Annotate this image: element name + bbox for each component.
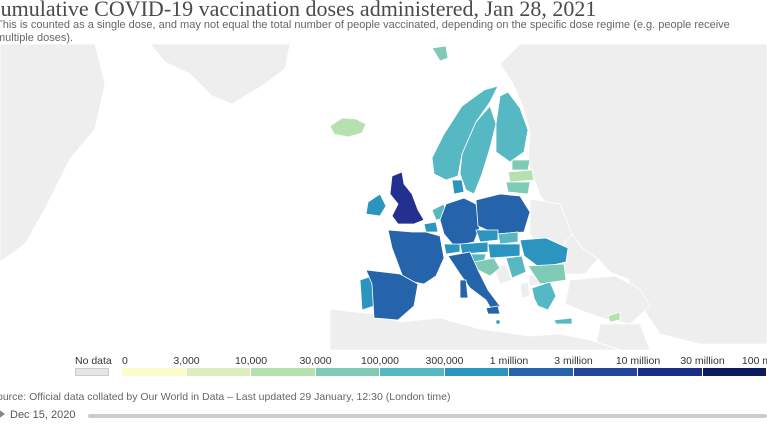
legend-tick-label: 100 million [741, 355, 767, 367]
country-romania[interactable] [519, 237, 569, 269]
country-latvia[interactable] [507, 169, 535, 183]
country-malta[interactable] [495, 319, 501, 325]
country-switzerland[interactable] [443, 243, 461, 255]
legend-color-swatch[interactable] [638, 368, 702, 376]
chart-subtitle: This is counted as a single dose, and ma… [0, 19, 730, 44]
country-ireland[interactable] [365, 193, 387, 217]
legend-tick-label: 0 [122, 355, 128, 367]
country-poland[interactable] [475, 193, 531, 235]
country-lithuania[interactable] [505, 181, 531, 195]
legend-tick-label: 3 million [554, 355, 593, 367]
country-faroe[interactable] [431, 45, 449, 62]
legend-color-swatch[interactable] [186, 368, 250, 376]
legend-tick-label: 300,000 [425, 355, 464, 367]
legend-tick-label: 10,000 [234, 355, 268, 367]
country-sardinia[interactable] [459, 279, 469, 299]
legend-tick-label: 100,000 [361, 355, 399, 367]
map-background [0, 44, 767, 350]
country-greece[interactable] [531, 281, 557, 311]
legend-tick-label: 3,000 [173, 355, 200, 367]
country-spain[interactable] [365, 269, 419, 321]
country-denmark[interactable] [451, 179, 465, 195]
legend-color-swatch[interactable] [702, 368, 766, 376]
country-shapes[interactable] [329, 45, 621, 325]
timeline-slider[interactable] [88, 414, 767, 418]
legend-tick-label: 30 million [680, 355, 725, 367]
country-france[interactable] [387, 229, 445, 285]
legend-color-swatch[interactable] [444, 368, 508, 376]
country-finland[interactable] [495, 91, 529, 163]
legend-tick-label: 10 million [615, 355, 661, 367]
legend-color-swatch[interactable] [122, 368, 186, 376]
country-sicily[interactable] [485, 305, 501, 315]
legend-scale: 0 3,000 10,000 30,000 100,000 300,000 1 millio… [0, 352, 767, 382]
legend-no-data-label: No data [75, 355, 112, 367]
country-czechia[interactable] [475, 229, 499, 243]
country-hungary[interactable] [487, 243, 521, 259]
timeline-date-label: Dec 15, 2020 [10, 409, 76, 421]
country-united-kingdom[interactable] [389, 171, 425, 225]
source-note: Source: Official data collated by Our Wo… [0, 391, 451, 403]
country-slovakia[interactable] [497, 231, 519, 245]
legend-tick-label: 1 million [489, 355, 529, 367]
country-serbia[interactable] [505, 255, 527, 279]
legend-tick-label: 30,000 [299, 355, 332, 367]
country-estonia[interactable] [511, 159, 531, 171]
legend-no-data-swatch[interactable] [75, 368, 109, 376]
country-austria[interactable] [459, 241, 489, 255]
country-norway[interactable] [431, 85, 499, 181]
legend-color-swatch[interactable] [380, 368, 444, 376]
country-belgium[interactable] [423, 221, 439, 233]
timeline: Dec 15, 2020 [0, 405, 767, 425]
country-sweden[interactable] [459, 105, 497, 195]
legend-color-swatch[interactable] [509, 368, 573, 376]
country-crete[interactable] [553, 317, 573, 325]
country-cyprus[interactable] [607, 311, 621, 323]
country-iceland[interactable] [329, 117, 367, 138]
chart-title: Cumulative COVID-19 vaccination doses ad… [0, 0, 597, 21]
europe-map[interactable] [0, 44, 767, 350]
country-bulgaria[interactable] [527, 263, 567, 285]
legend-color-swatch[interactable] [573, 368, 637, 376]
legend-color-swatch[interactable] [315, 368, 379, 376]
play-icon[interactable] [0, 409, 5, 419]
legend-color-swatch[interactable] [251, 368, 315, 376]
country-germany[interactable] [439, 197, 481, 247]
